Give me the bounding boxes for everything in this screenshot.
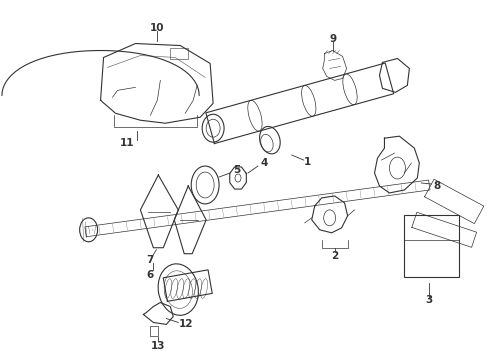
Text: 12: 12: [179, 319, 194, 329]
Text: 4: 4: [260, 158, 268, 168]
Text: 11: 11: [120, 138, 135, 148]
Text: 7: 7: [147, 255, 154, 265]
Text: 6: 6: [147, 270, 154, 280]
Bar: [150, 327, 158, 336]
Bar: [404, 215, 459, 276]
Text: 5: 5: [233, 165, 241, 175]
Text: 13: 13: [151, 341, 166, 351]
Text: 10: 10: [150, 23, 165, 33]
Bar: [171, 48, 188, 59]
Text: 2: 2: [331, 251, 338, 261]
Text: 9: 9: [329, 33, 336, 44]
Text: 3: 3: [426, 294, 433, 305]
Text: 1: 1: [304, 157, 311, 167]
Text: 8: 8: [434, 181, 441, 191]
